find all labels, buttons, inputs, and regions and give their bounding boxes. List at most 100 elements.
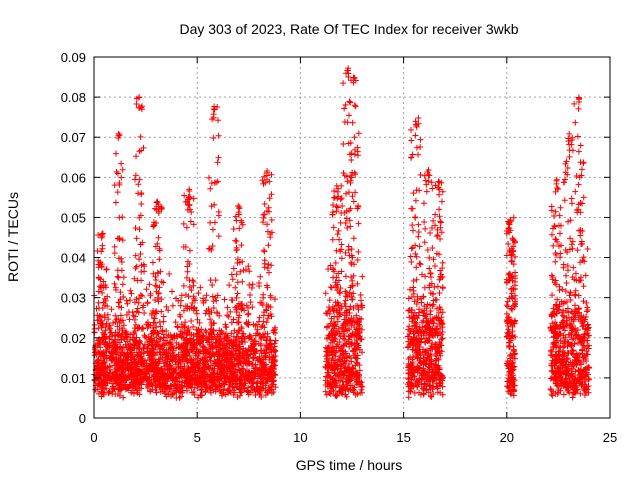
- data-point: [555, 387, 562, 394]
- data-point: [164, 371, 171, 378]
- data-point: [345, 387, 352, 394]
- data-point: [324, 335, 331, 342]
- data-point: [509, 386, 516, 393]
- data-point: [172, 358, 179, 365]
- data-point: [411, 330, 418, 337]
- data-point: [561, 313, 568, 320]
- data-point: [339, 202, 346, 209]
- data-point: [414, 355, 421, 362]
- data-point: [124, 338, 131, 345]
- data-point: [355, 306, 362, 313]
- data-point: [439, 383, 446, 390]
- data-point: [176, 311, 183, 318]
- y-tick-label: 0.05: [61, 210, 86, 225]
- data-point: [234, 394, 241, 401]
- data-point: [189, 299, 196, 306]
- data-point: [230, 363, 237, 370]
- y-tick-label: 0.06: [61, 170, 86, 185]
- data-point: [208, 180, 215, 187]
- data-point: [421, 172, 428, 179]
- data-point: [118, 174, 125, 181]
- data-point: [251, 337, 258, 344]
- data-point: [214, 159, 221, 166]
- data-point: [186, 284, 193, 291]
- data-point: [350, 290, 357, 297]
- data-point: [167, 352, 174, 359]
- data-point: [347, 223, 354, 230]
- data-point: [210, 305, 217, 312]
- data-point: [326, 344, 333, 351]
- data-point: [329, 349, 336, 356]
- data-point: [188, 287, 195, 294]
- data-point: [134, 389, 141, 396]
- data-point: [338, 343, 345, 350]
- data-point: [265, 269, 272, 276]
- data-point: [350, 373, 357, 380]
- data-point: [123, 311, 130, 318]
- data-point: [348, 156, 355, 163]
- data-point: [555, 364, 562, 371]
- data-point: [574, 310, 581, 317]
- data-point: [409, 222, 416, 229]
- data-point: [261, 334, 268, 341]
- data-point: [412, 250, 419, 257]
- data-point: [139, 293, 146, 300]
- data-point: [563, 383, 570, 390]
- data-point: [415, 228, 422, 235]
- data-point: [270, 327, 277, 334]
- data-point: [124, 300, 131, 307]
- data-point: [114, 344, 121, 351]
- data-point: [566, 292, 573, 299]
- data-point: [575, 99, 582, 106]
- data-point: [439, 377, 446, 384]
- data-point: [563, 279, 570, 286]
- data-point: [566, 153, 573, 160]
- data-point: [434, 232, 441, 239]
- data-point: [117, 312, 124, 319]
- data-point: [575, 105, 582, 112]
- data-point: [268, 262, 275, 269]
- data-point: [259, 359, 266, 366]
- data-point: [337, 248, 344, 255]
- data-point: [111, 385, 118, 392]
- data-point: [138, 200, 145, 207]
- data-point: [239, 330, 246, 337]
- data-point: [346, 343, 353, 350]
- data-point: [560, 369, 567, 376]
- data-point: [150, 372, 157, 379]
- data-point: [159, 375, 166, 382]
- data-point: [194, 316, 201, 323]
- data-point: [413, 276, 420, 283]
- data-point: [148, 341, 155, 348]
- data-point: [257, 340, 264, 347]
- data-point: [324, 369, 331, 376]
- data-point: [564, 262, 571, 269]
- data-point: [186, 261, 193, 268]
- data-point: [132, 252, 139, 259]
- data-point: [232, 336, 239, 343]
- data-point: [140, 363, 147, 370]
- data-point: [407, 253, 414, 260]
- data-point: [352, 103, 359, 110]
- data-point: [258, 324, 265, 331]
- data-point: [346, 217, 353, 224]
- data-point: [345, 70, 352, 77]
- data-point: [430, 256, 437, 263]
- data-point: [417, 171, 424, 178]
- data-point: [333, 182, 340, 189]
- data-point: [504, 298, 511, 305]
- data-point: [233, 271, 240, 278]
- data-point: [408, 126, 415, 133]
- data-point: [339, 351, 346, 358]
- data-point: [132, 176, 139, 183]
- data-point: [580, 283, 587, 290]
- data-point: [202, 335, 209, 342]
- data-point: [426, 364, 433, 371]
- data-point: [95, 356, 102, 363]
- data-point: [434, 283, 441, 290]
- data-point: [418, 295, 425, 302]
- data-point: [112, 337, 119, 344]
- data-point: [328, 315, 335, 322]
- data-point: [190, 356, 197, 363]
- data-point: [348, 314, 355, 321]
